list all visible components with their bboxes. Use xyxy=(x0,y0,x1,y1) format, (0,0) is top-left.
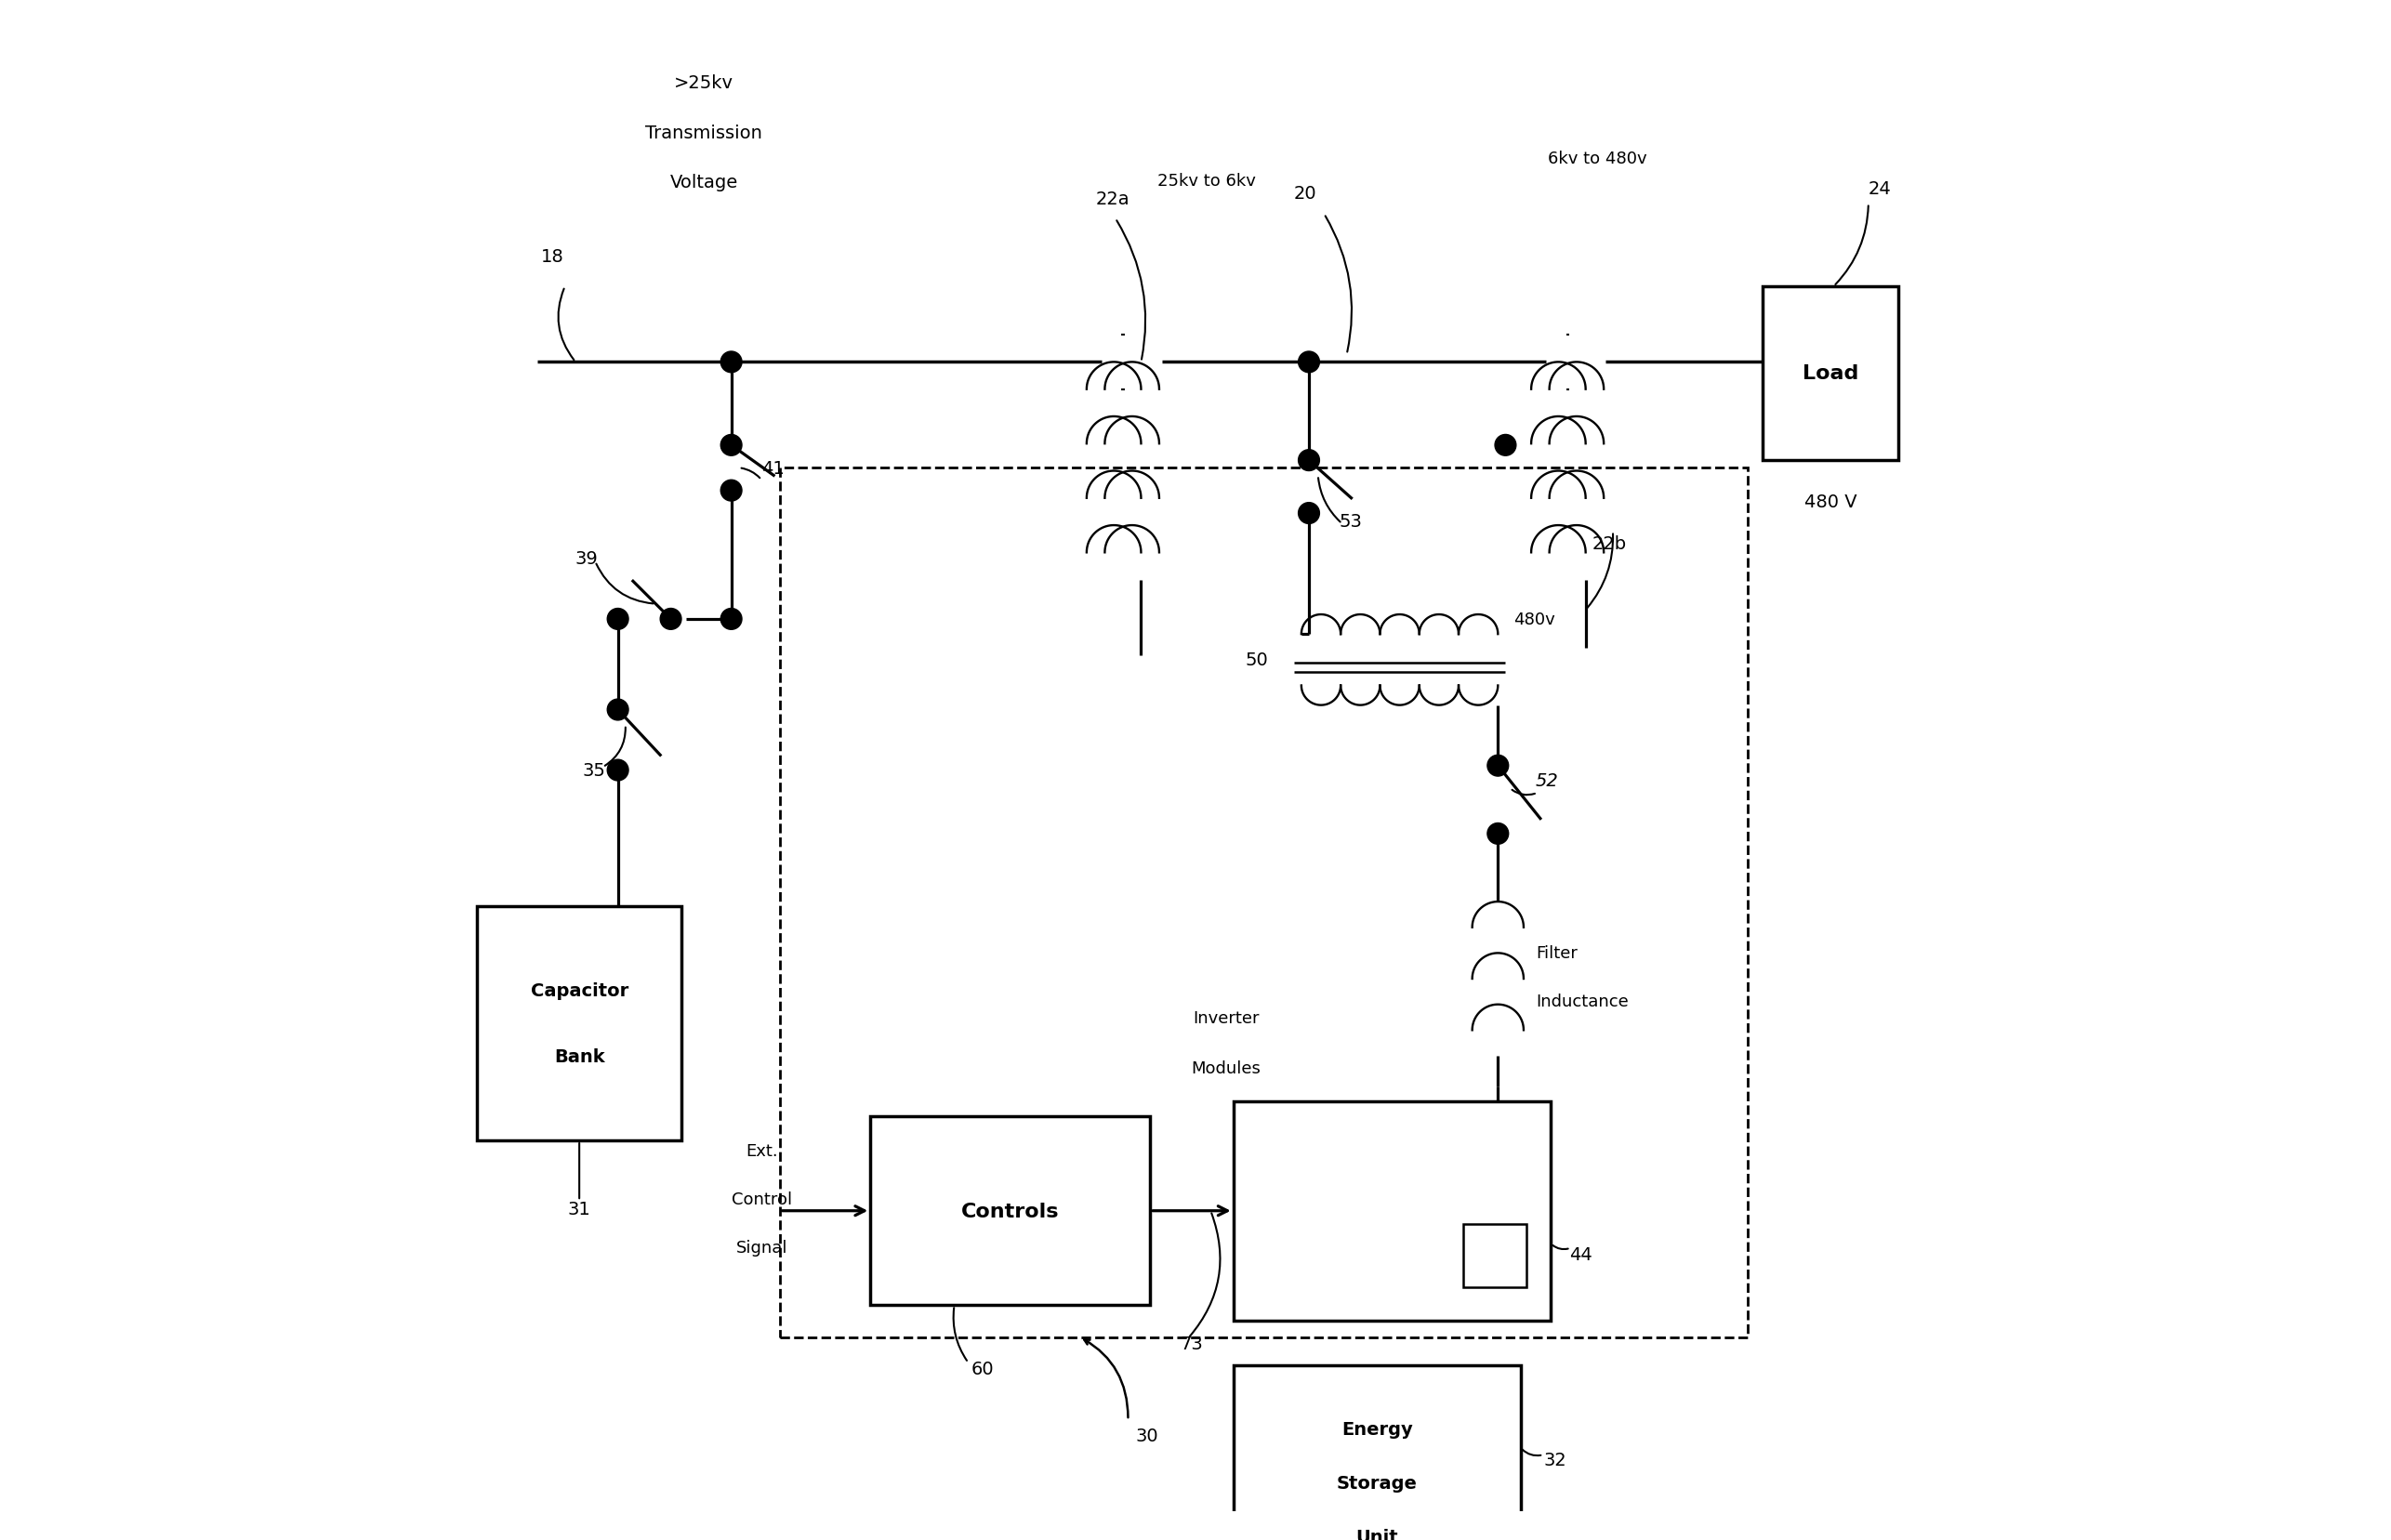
Circle shape xyxy=(1298,353,1320,373)
Text: 35: 35 xyxy=(583,762,605,779)
Text: 18: 18 xyxy=(540,248,564,266)
Text: 22a: 22a xyxy=(1095,191,1129,208)
Text: 480 V: 480 V xyxy=(1805,493,1858,510)
Text: 39: 39 xyxy=(576,550,598,568)
Text: Inverter: Inverter xyxy=(1193,1010,1260,1027)
Circle shape xyxy=(660,608,681,630)
Text: Control: Control xyxy=(732,1190,791,1207)
FancyBboxPatch shape xyxy=(1762,286,1898,460)
Text: Transmission: Transmission xyxy=(646,125,763,142)
Text: 24: 24 xyxy=(1867,180,1891,197)
Circle shape xyxy=(720,353,741,373)
Text: 31: 31 xyxy=(567,1200,591,1218)
Text: 480v: 480v xyxy=(1514,611,1554,628)
FancyBboxPatch shape xyxy=(870,1116,1150,1306)
Circle shape xyxy=(607,759,629,781)
Text: 73: 73 xyxy=(1181,1334,1203,1352)
Text: Energy: Energy xyxy=(1341,1420,1413,1438)
Text: Voltage: Voltage xyxy=(669,174,739,191)
Text: 50: 50 xyxy=(1246,651,1267,668)
Text: 52: 52 xyxy=(1535,772,1559,790)
Circle shape xyxy=(720,480,741,502)
Text: 20: 20 xyxy=(1294,185,1317,202)
Text: Inductance: Inductance xyxy=(1535,993,1628,1010)
Text: 44: 44 xyxy=(1568,1246,1592,1264)
Text: 53: 53 xyxy=(1339,513,1363,530)
Text: Signal: Signal xyxy=(736,1238,787,1255)
Text: Capacitor: Capacitor xyxy=(531,983,629,999)
Circle shape xyxy=(1298,504,1320,524)
Circle shape xyxy=(1494,436,1516,456)
Text: 60: 60 xyxy=(971,1360,995,1378)
Text: 32: 32 xyxy=(1542,1451,1566,1468)
Text: >25kv: >25kv xyxy=(674,74,734,92)
Text: Bank: Bank xyxy=(555,1047,605,1066)
Text: 25kv to 6kv: 25kv to 6kv xyxy=(1157,172,1255,189)
FancyBboxPatch shape xyxy=(1463,1224,1528,1287)
Text: 22b: 22b xyxy=(1592,534,1626,553)
Circle shape xyxy=(1487,824,1509,844)
Text: Storage: Storage xyxy=(1337,1474,1418,1492)
FancyBboxPatch shape xyxy=(1234,1366,1521,1540)
Text: Controls: Controls xyxy=(961,1201,1059,1220)
Text: 6kv to 480v: 6kv to 480v xyxy=(1547,151,1647,166)
FancyBboxPatch shape xyxy=(1234,1101,1552,1320)
Text: Unit: Unit xyxy=(1356,1528,1399,1540)
Text: 41: 41 xyxy=(760,459,784,477)
Circle shape xyxy=(720,436,741,456)
Text: 30: 30 xyxy=(1136,1426,1160,1445)
Text: Ext.: Ext. xyxy=(746,1143,777,1160)
Text: Filter: Filter xyxy=(1535,946,1578,961)
Text: Load: Load xyxy=(1803,363,1858,382)
Text: Modules: Modules xyxy=(1191,1060,1260,1076)
Circle shape xyxy=(607,699,629,721)
FancyBboxPatch shape xyxy=(478,907,681,1141)
Circle shape xyxy=(1487,756,1509,776)
Circle shape xyxy=(607,608,629,630)
Circle shape xyxy=(1298,450,1320,471)
Circle shape xyxy=(720,608,741,630)
